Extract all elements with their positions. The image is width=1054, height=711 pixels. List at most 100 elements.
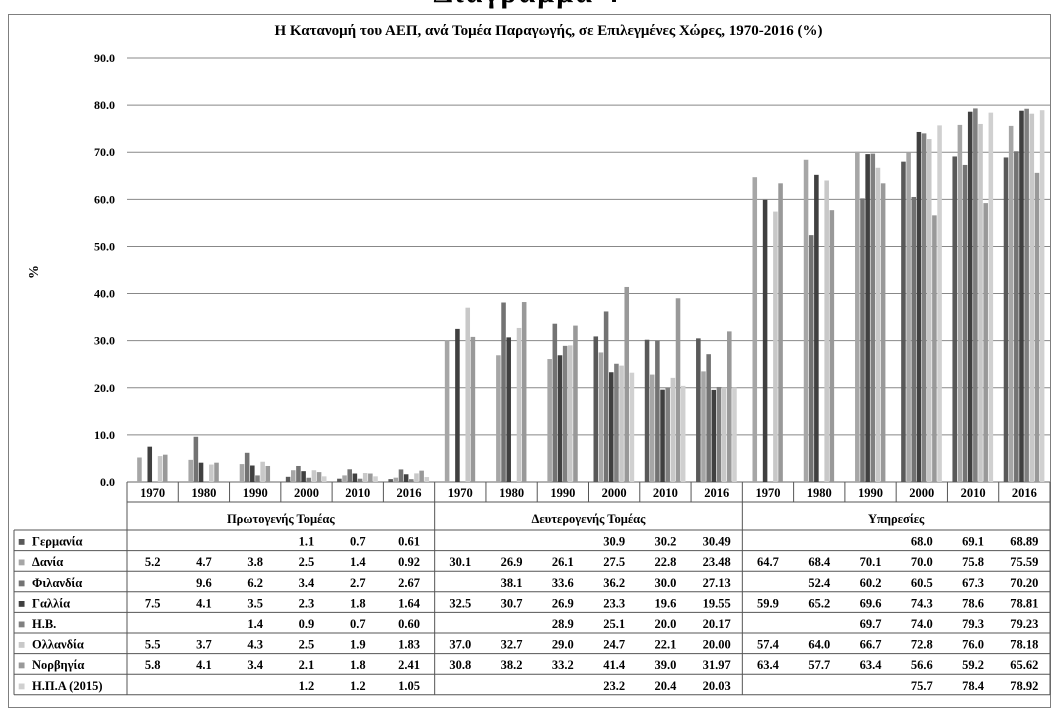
data-label: 20.17 xyxy=(703,617,731,631)
data-label: 78.18 xyxy=(1010,638,1038,652)
legend-key: ■ xyxy=(18,535,25,549)
y-tick-label: 90.0 xyxy=(94,51,115,65)
bar xyxy=(557,355,563,482)
bar xyxy=(752,177,758,483)
bar xyxy=(921,133,927,482)
data-label: 33.6 xyxy=(552,576,574,590)
bar xyxy=(1019,110,1024,482)
bar xyxy=(978,123,983,482)
data-label: 78.4 xyxy=(962,679,985,693)
bar xyxy=(521,302,527,482)
bar xyxy=(239,464,245,482)
bar xyxy=(455,328,460,482)
data-label: 64.7 xyxy=(757,555,779,569)
bar xyxy=(973,108,978,483)
data-label: 1.9 xyxy=(350,638,366,652)
year-label: 1990 xyxy=(550,486,575,500)
legend-key: ■ xyxy=(18,555,25,569)
bar xyxy=(870,153,876,482)
data-label: 20.03 xyxy=(703,679,731,693)
bar xyxy=(388,479,393,482)
data-label: 66.7 xyxy=(860,638,882,652)
data-label: 57.4 xyxy=(757,638,780,652)
series-name: Ολλανδία xyxy=(32,638,84,652)
bar xyxy=(357,478,363,482)
series-name: Η.Β. xyxy=(32,617,56,631)
bar xyxy=(1034,172,1040,483)
bar xyxy=(696,338,701,482)
series-name: Φιλανδία xyxy=(32,576,82,590)
y-axis-label: % xyxy=(27,265,42,279)
data-label: 78.92 xyxy=(1010,679,1038,693)
data-label: 30.7 xyxy=(501,596,523,610)
year-label: 1970 xyxy=(448,486,473,500)
bar xyxy=(244,452,250,482)
bar xyxy=(465,307,471,482)
data-label: 5.8 xyxy=(145,658,161,672)
data-label: 63.4 xyxy=(757,658,780,672)
bar xyxy=(608,372,614,482)
bar xyxy=(660,389,665,482)
data-label: 60.5 xyxy=(911,576,933,590)
data-label: 1.2 xyxy=(299,679,315,693)
bar xyxy=(855,151,860,483)
bar xyxy=(342,475,347,482)
bar xyxy=(716,386,722,482)
data-label: 30.49 xyxy=(703,535,731,549)
legend-key: ■ xyxy=(18,638,25,652)
bar xyxy=(1014,151,1019,482)
data-label: 25.1 xyxy=(603,617,625,631)
bar xyxy=(932,215,937,482)
data-label: 1.64 xyxy=(398,596,421,610)
bar xyxy=(732,387,737,482)
bar xyxy=(593,336,599,482)
data-label: 3.5 xyxy=(247,596,263,610)
bar xyxy=(649,374,655,482)
data-label: 19.6 xyxy=(654,596,676,610)
data-label: 75.7 xyxy=(911,679,933,693)
bar xyxy=(778,183,783,482)
bar xyxy=(409,479,414,482)
legend-key: ■ xyxy=(18,658,25,672)
bar xyxy=(547,359,552,482)
bar xyxy=(321,476,327,482)
bar xyxy=(347,469,352,482)
year-label: 2016 xyxy=(704,486,729,500)
data-label: 3.4 xyxy=(299,576,315,590)
data-label: 1.8 xyxy=(350,658,366,672)
data-label: 4.1 xyxy=(196,596,212,610)
year-label: 2010 xyxy=(961,486,986,500)
data-label: 30.1 xyxy=(449,555,471,569)
data-label: 0.7 xyxy=(350,617,366,631)
bar xyxy=(419,470,424,482)
y-tick-label: 50.0 xyxy=(94,239,115,253)
bar xyxy=(306,477,312,482)
bar xyxy=(444,340,450,482)
data-label: 72.8 xyxy=(911,638,933,652)
data-label: 24.7 xyxy=(603,638,625,652)
bar xyxy=(701,371,706,482)
bar xyxy=(644,339,650,482)
bar xyxy=(675,298,681,482)
data-label: 64.0 xyxy=(808,638,830,652)
bar xyxy=(373,476,378,482)
data-label: 20.4 xyxy=(654,679,677,693)
bar xyxy=(670,377,676,482)
data-label: 79.23 xyxy=(1010,617,1038,631)
bar xyxy=(506,337,511,482)
data-label: 4.3 xyxy=(247,638,263,652)
data-label: 5.2 xyxy=(145,555,161,569)
data-label: 0.60 xyxy=(398,617,420,631)
data-label: 7.5 xyxy=(145,596,161,610)
bar xyxy=(680,385,686,482)
series-name: Η.Π.Α (2015) xyxy=(32,679,102,693)
bar xyxy=(414,473,419,482)
data-label: 1.8 xyxy=(350,596,366,610)
data-label: 0.92 xyxy=(398,555,420,569)
bar xyxy=(137,457,142,482)
bar xyxy=(290,470,296,482)
data-label: 52.4 xyxy=(808,576,831,590)
data-label: 30.0 xyxy=(654,576,676,590)
bar xyxy=(655,340,660,482)
bar xyxy=(988,112,994,482)
